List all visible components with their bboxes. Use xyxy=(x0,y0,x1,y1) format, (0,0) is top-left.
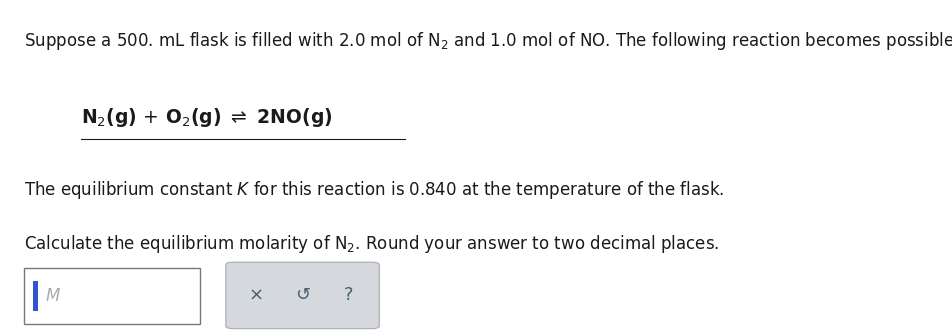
Bar xyxy=(24,268,200,324)
Text: ?: ? xyxy=(344,286,353,305)
Text: Suppose a 500. mL flask is filled with 2.0 mol of N$_2$ and 1.0 mol of NO. The f: Suppose a 500. mL flask is filled with 2… xyxy=(24,30,952,52)
Bar xyxy=(33,281,38,311)
Text: ×: × xyxy=(248,286,264,305)
Text: N$_2$(g) $+$ O$_2$(g) $\rightleftharpoons$ 2NO(g): N$_2$(g) $+$ O$_2$(g) $\rightleftharpoon… xyxy=(81,106,332,129)
Text: The equilibrium constant $K$ for this reaction is 0.840 at the temperature of th: The equilibrium constant $K$ for this re… xyxy=(24,179,724,201)
Text: ↺: ↺ xyxy=(295,286,309,305)
Text: $M$: $M$ xyxy=(45,287,61,305)
FancyBboxPatch shape xyxy=(226,262,379,329)
Text: Calculate the equilibrium molarity of N$_2$. Round your answer to two decimal pl: Calculate the equilibrium molarity of N$… xyxy=(24,233,719,255)
